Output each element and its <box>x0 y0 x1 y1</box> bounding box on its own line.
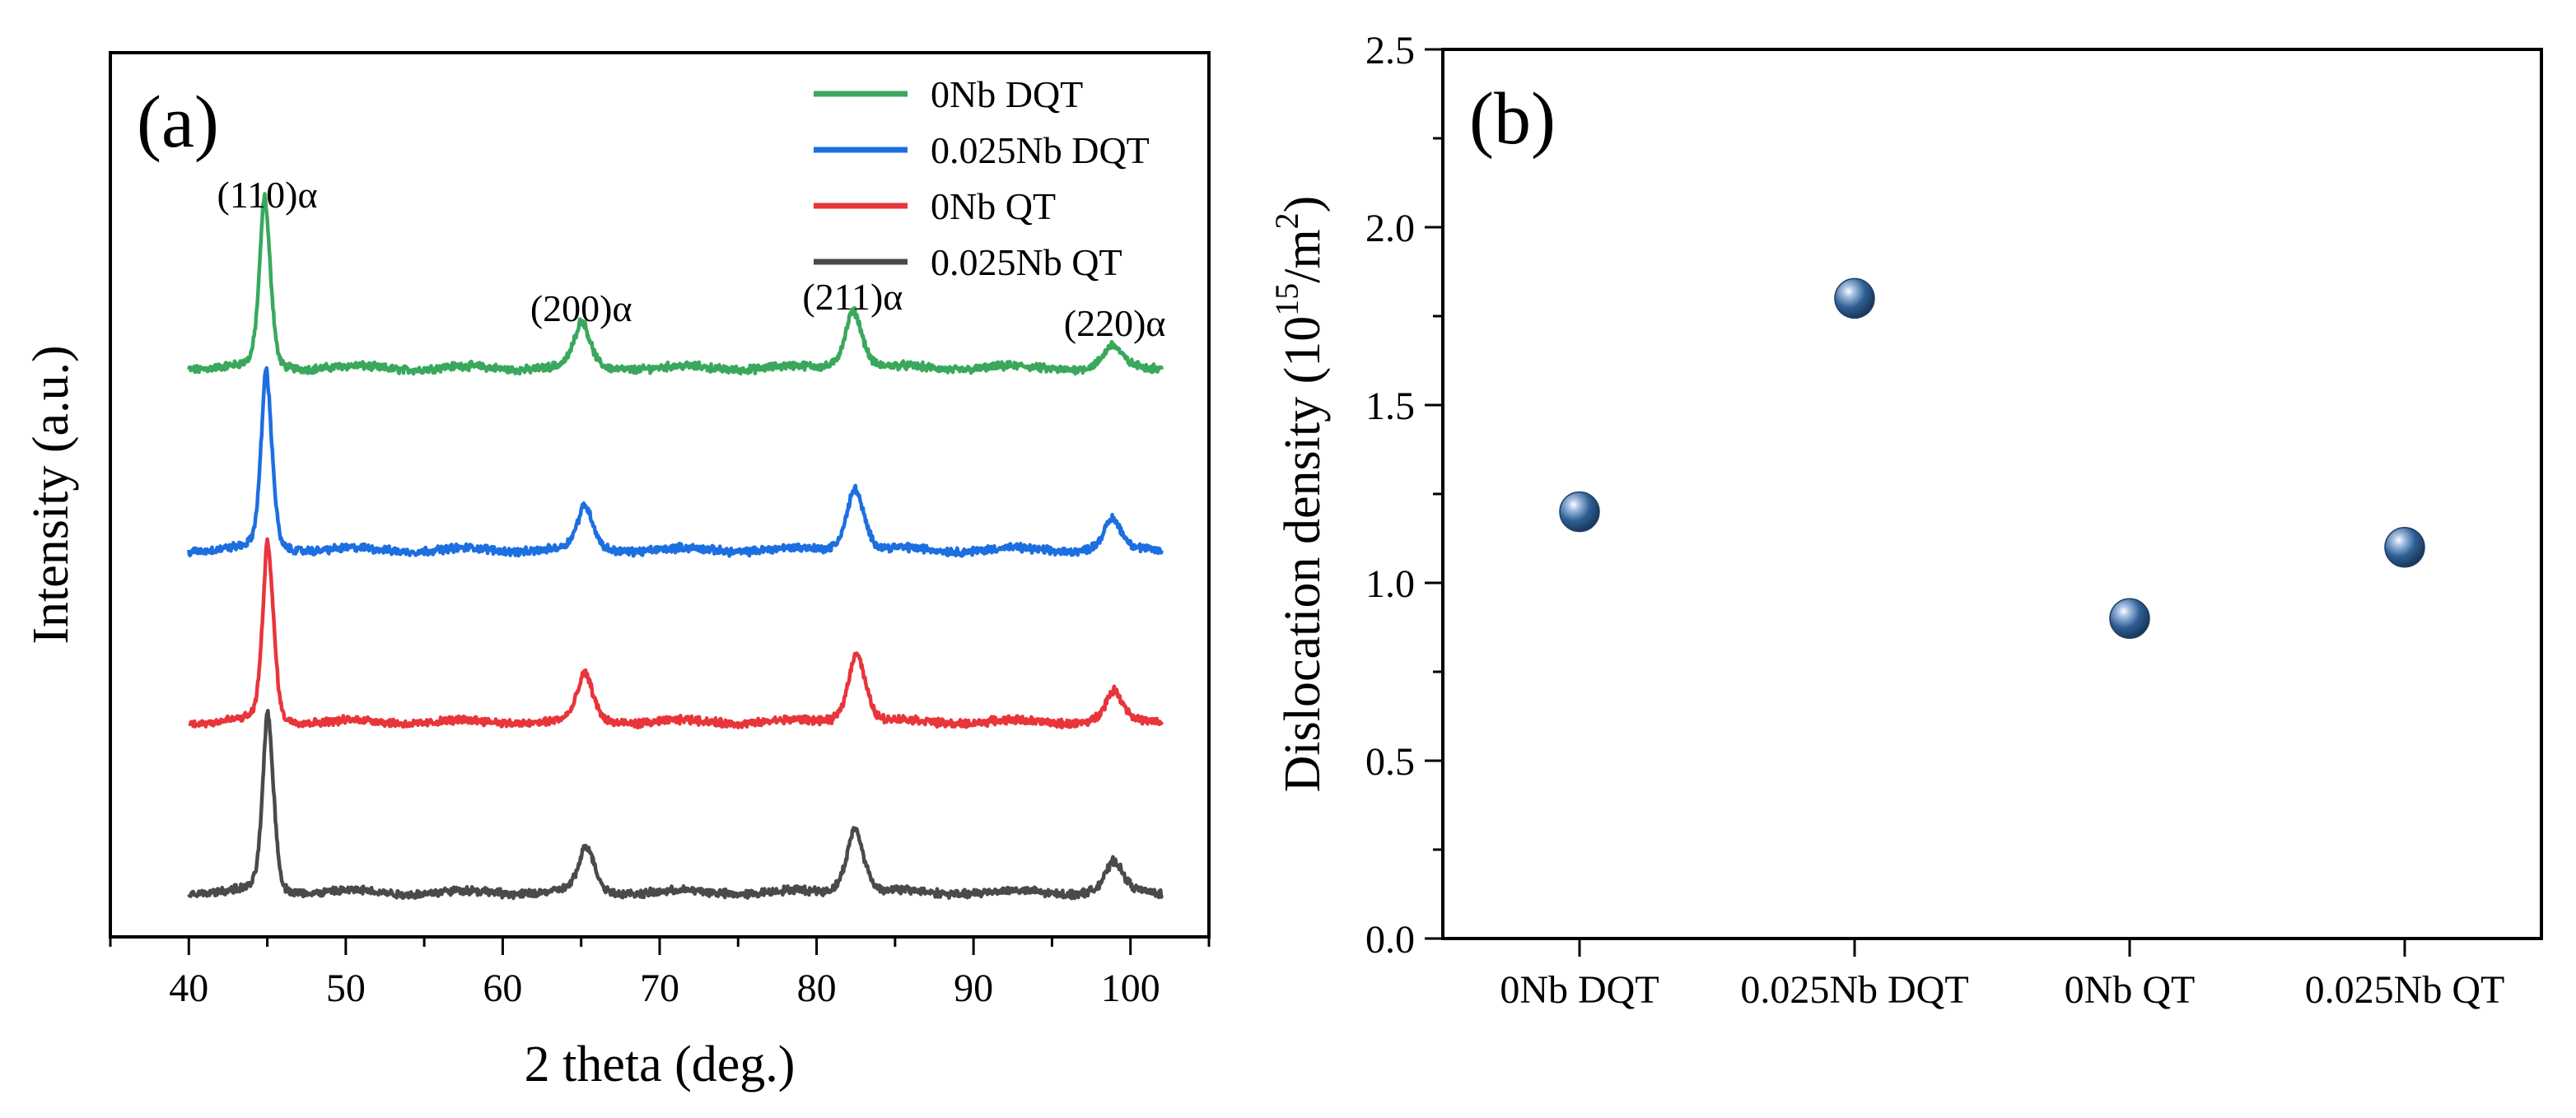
dislocation-x-tick-labels: 0Nb DQT 0.025Nb DQT 0Nb QT 0.025Nb QT <box>1500 968 2504 1012</box>
dislocation-x-tick-label: 0Nb DQT <box>1500 968 1659 1012</box>
xrd-peak-annotation: (200)α <box>530 287 632 329</box>
dislocation-y-tick-label: 0.0 <box>1365 918 1415 962</box>
dislocation-y-tick-label: 2.5 <box>1365 29 1415 72</box>
xrd-x-tick-label: 80 <box>797 967 837 1010</box>
xrd-peak-annotation: (220)α <box>1064 302 1166 344</box>
dislocation-y-tick-label: 1.5 <box>1365 384 1415 428</box>
xrd-x-ticks <box>109 937 1211 955</box>
legend-label-0025nb-dqt: 0.025Nb DQT <box>931 129 1150 171</box>
ylabel-end: ) <box>1275 196 1331 213</box>
dislocation-y-axis-label: Dislocation density (1015/m2) <box>1268 196 1331 793</box>
xrd-peak-annotation: (110)α <box>217 174 318 216</box>
xrd-x-tick-label: 100 <box>1101 967 1160 1010</box>
xrd-peak-annotation: (211)α <box>802 276 903 318</box>
dislocation-x-ticks <box>1578 939 2406 957</box>
xrd-curve-0-025nb-dqt <box>187 366 1164 558</box>
xrd-curve-0nb-qt <box>187 537 1164 730</box>
ylabel-sup-2: 2 <box>1268 212 1305 229</box>
dislocation-panel: 0.00.51.01.52.02.5 0Nb DQT 0.025Nb DQT 0Nb… <box>1268 29 2543 1012</box>
ylabel-sup-15: 15 <box>1268 283 1305 316</box>
dislocation-x-tick-label: 0.025Nb QT <box>2305 968 2505 1012</box>
dislocation-y-tick-label: 1.0 <box>1365 562 1415 606</box>
xrd-curve-0nb-dqt <box>187 192 1164 376</box>
dislocation-point-0nb-dqt <box>1559 491 1600 533</box>
dislocation-point-0nb-qt <box>2109 598 2150 639</box>
xrd-curves <box>187 192 1164 901</box>
dislocation-x-tick-label: 0Nb QT <box>2065 968 2196 1012</box>
dislocation-x-tick-label: 0.025Nb DQT <box>1740 968 1968 1012</box>
dislocation-points <box>1559 277 2425 639</box>
dislocation-panel-label: (b) <box>1469 78 1556 160</box>
xrd-legend: 0Nb DQT 0.025Nb DQT 0Nb QT 0.025Nb QT <box>814 73 1150 283</box>
xrd-x-tick-label: 60 <box>483 967 522 1010</box>
legend-label-0025nb-qt: 0.025Nb QT <box>931 241 1122 283</box>
dislocation-y-tick-label: 0.5 <box>1365 740 1415 784</box>
xrd-x-tick-labels: 40 50 60 70 80 90 100 <box>169 967 1160 1010</box>
xrd-panel-label: (a) <box>137 82 219 163</box>
dislocation-point-0-025nb-dqt <box>1834 277 1875 319</box>
ylabel-main: Dislocation density (10 <box>1275 316 1331 793</box>
xrd-x-tick-label: 90 <box>954 967 993 1010</box>
xrd-y-axis-label: Intensity (a.u.) <box>23 345 79 644</box>
ylabel-mid: /m <box>1275 229 1331 282</box>
dislocation-plot-frame <box>1441 48 2543 940</box>
xrd-x-tick-label: 50 <box>326 967 366 1010</box>
xrd-curve-0-025nb-qt <box>187 708 1164 901</box>
legend-label-0nb-dqt: 0Nb DQT <box>931 73 1083 115</box>
dislocation-y-tick-label: 2.0 <box>1365 207 1415 250</box>
dislocation-point-0-025nb-qt <box>2384 527 2425 568</box>
xrd-panel: 40 50 60 70 80 90 100 (110)α (200)α (211)α (220)α… <box>23 51 1211 1092</box>
xrd-x-axis-label: 2 theta (deg.) <box>525 1036 796 1092</box>
dislocation-y-ticks <box>1425 48 1443 940</box>
xrd-x-tick-label: 70 <box>640 967 679 1010</box>
legend-label-0nb-qt: 0Nb QT <box>931 185 1056 227</box>
xrd-x-tick-label: 40 <box>169 967 208 1010</box>
xrd-peak-annotations: (110)α (200)α (211)α (220)α <box>217 174 1166 344</box>
dislocation-y-tick-labels: 0.0 0.5 1.0 1.5 2.0 2.5 <box>1365 29 1415 962</box>
